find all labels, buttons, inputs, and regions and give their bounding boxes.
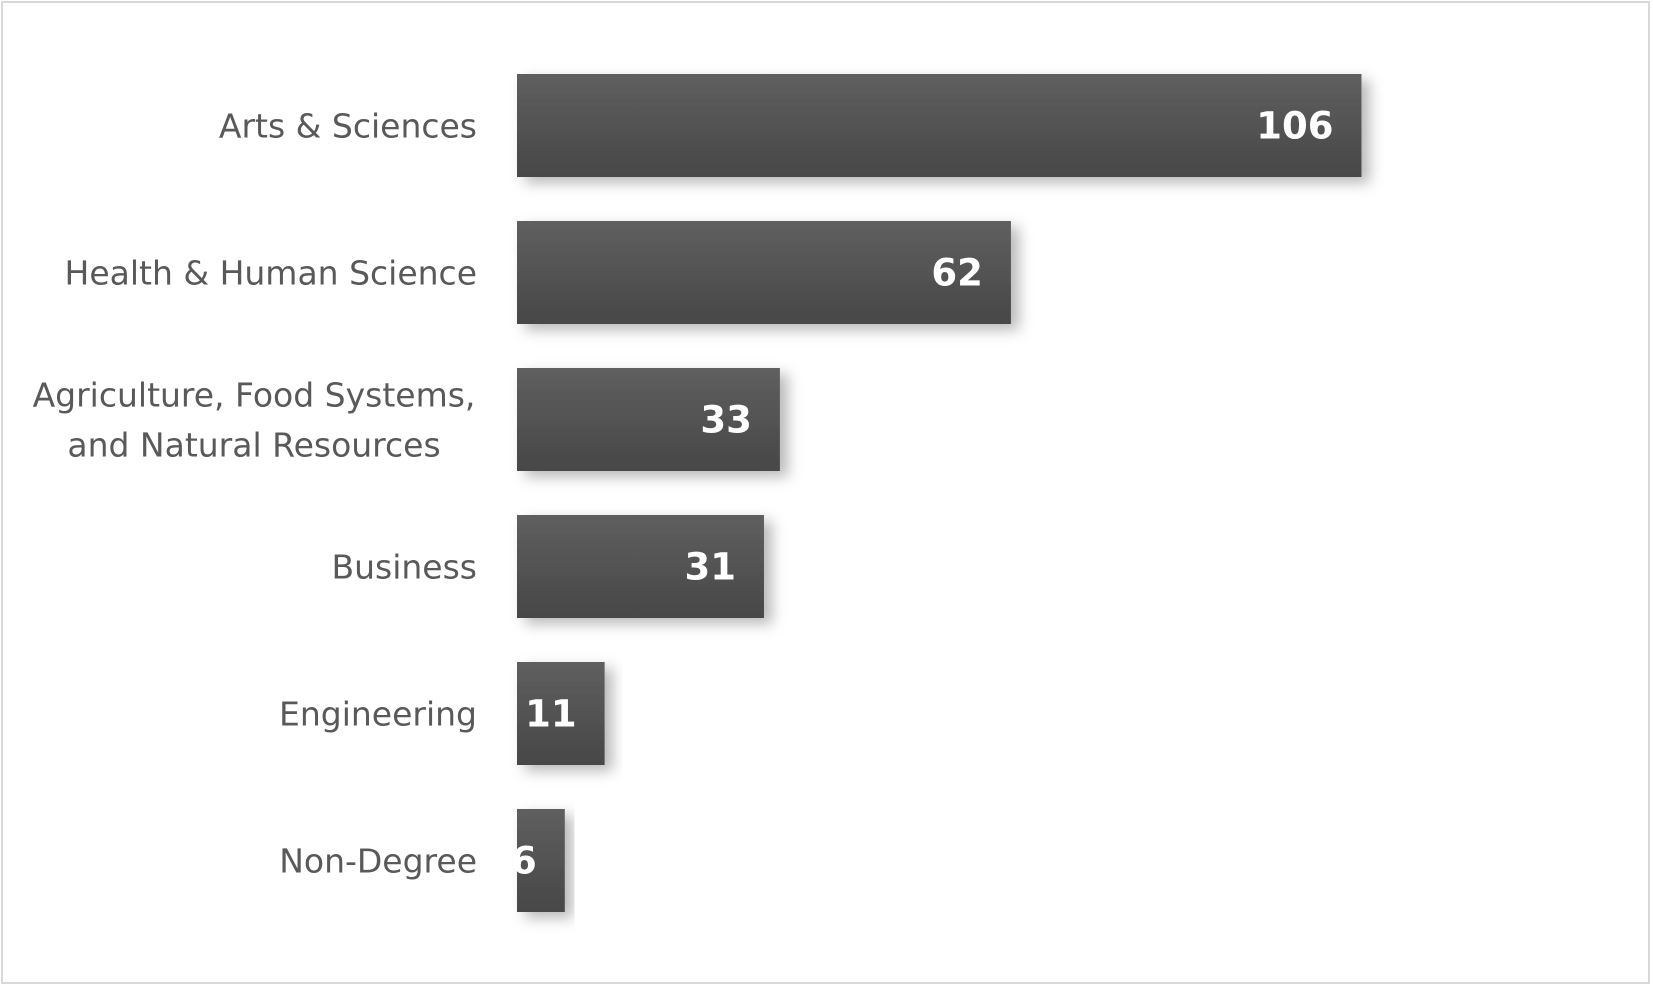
bar-value-label-1: 62 bbox=[931, 252, 983, 295]
bar-3 bbox=[517, 515, 764, 618]
bar-value-label-2: 33 bbox=[700, 399, 752, 442]
bar-value-label-5: 6 bbox=[511, 840, 537, 883]
category-labels: Arts & Sciences Health & Human Science Agr… bbox=[33, 107, 477, 881]
bar-2 bbox=[517, 368, 780, 471]
category-label-0: Arts & Sciences bbox=[219, 107, 477, 146]
bar-1 bbox=[517, 221, 1011, 324]
bar-value-label-4: 11 bbox=[525, 693, 577, 736]
bars-layer bbox=[517, 74, 1362, 912]
category-label-line: Agriculture, Food Systems, bbox=[33, 376, 476, 415]
category-label-line: Arts & Sciences bbox=[219, 107, 477, 146]
category-label-line: Engineering bbox=[279, 695, 477, 734]
bar-4 bbox=[517, 662, 605, 765]
bar-value-label-0: 106 bbox=[1256, 105, 1333, 148]
bar-0 bbox=[517, 74, 1362, 177]
data-labels: 106 62 33 31 11 6 bbox=[511, 105, 1333, 883]
category-label-5: Non-Degree bbox=[279, 842, 477, 881]
category-label-4: Engineering bbox=[279, 695, 477, 734]
category-label-line: Business bbox=[331, 548, 477, 587]
bar-value-label-3: 31 bbox=[684, 546, 736, 589]
category-label-2: Agriculture, Food Systems, and Natural Re… bbox=[33, 376, 476, 465]
category-label-line: Non-Degree bbox=[279, 842, 477, 881]
category-label-line: and Natural Resources bbox=[67, 426, 440, 465]
category-label-3: Business bbox=[331, 548, 477, 587]
category-label-line: Health & Human Science bbox=[65, 254, 478, 293]
bar-5 bbox=[517, 809, 565, 912]
category-label-1: Health & Human Science bbox=[65, 254, 478, 293]
